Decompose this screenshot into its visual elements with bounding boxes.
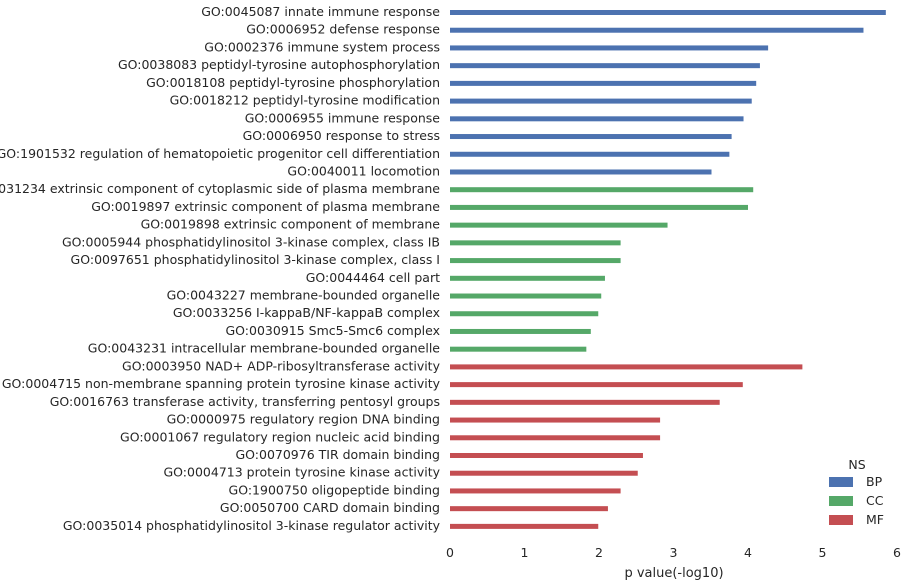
bar: [450, 45, 769, 51]
category-label: GO:0038083 peptidyl-tyrosine autophospho…: [118, 57, 440, 72]
legend-swatch: [829, 496, 853, 506]
category-label: GO:0004715 non-membrane spanning protein…: [2, 376, 441, 391]
bar: [450, 10, 886, 15]
category-label: GO:0040011 locomotion: [287, 163, 440, 178]
bar: [450, 169, 712, 175]
category-label: GO:0016763 transferase activity, transfe…: [50, 394, 440, 409]
bar: [450, 222, 668, 228]
x-tick-label: 0: [446, 545, 454, 560]
category-label: GO:0031234 extrinsic component of cytopl…: [0, 181, 440, 196]
bar: [450, 258, 621, 264]
legend-title: NS: [848, 457, 865, 472]
bar: [450, 488, 621, 494]
x-tick-label: 3: [670, 545, 678, 560]
bar: [450, 275, 605, 281]
category-label: GO:0003950 NAD+ ADP-ribosyltransferase a…: [122, 358, 441, 373]
category-label: GO:0005944 phosphatidylinositol 3-kinase…: [62, 234, 440, 249]
bar: [450, 204, 748, 210]
bar: [450, 417, 661, 423]
bars-group: [450, 10, 886, 529]
legend-label: MF: [866, 512, 884, 527]
bar: [450, 311, 599, 317]
bar: [450, 293, 602, 299]
bar: [450, 506, 608, 512]
category-label: GO:0002376 immune system process: [204, 39, 440, 54]
legend-swatch: [829, 515, 853, 525]
x-tick-label: 2: [595, 545, 603, 560]
category-label: GO:0043227 membrane-bounded organelle: [167, 288, 441, 303]
category-label: GO:0050700 CARD domain binding: [220, 500, 440, 515]
bar: [450, 116, 744, 122]
bar: [450, 364, 803, 370]
bar: [450, 151, 730, 157]
bar: [450, 453, 643, 458]
x-tick-label: 5: [819, 545, 827, 560]
category-label: GO:0004713 protein tyrosine kinase activ…: [164, 465, 441, 480]
category-label: GO:0043231 intracellular membrane-bounde…: [88, 341, 441, 356]
bar: [450, 470, 638, 476]
category-label: GO:0006952 defense response: [246, 22, 440, 37]
category-label: GO:0030915 Smc5-Smc6 complex: [226, 323, 441, 338]
bar: [450, 98, 752, 104]
bar: [450, 80, 757, 86]
category-label: GO:0033256 I-kappaB/NF-kappaB complex: [173, 305, 440, 320]
category-labels: GO:0045087 innate immune response GO:0006…: [0, 4, 441, 533]
legend: NS BP CC MF: [829, 457, 884, 527]
bar: [450, 240, 621, 246]
bar: [450, 523, 599, 529]
category-label: GO:0006955 immune response: [245, 110, 441, 125]
category-label: GO:0001067 regulatory region nucleic aci…: [120, 429, 440, 444]
category-label: GO:1901532 regulation of hematopoietic p…: [0, 146, 440, 161]
x-tick-labels: 0 1 2 3 4 5 6: [446, 545, 901, 560]
category-label: GO:0018108 peptidyl-tyrosine phosphoryla…: [146, 75, 440, 90]
category-label: GO:0000975 regulatory region DNA binding: [167, 412, 440, 427]
bar: [450, 134, 732, 140]
x-axis-label: p value(-log10): [624, 566, 723, 581]
legend-label: CC: [866, 493, 884, 508]
bar: [450, 27, 864, 33]
bar: [450, 346, 587, 352]
category-label: GO:0044464 cell part: [306, 270, 440, 285]
category-label: GO:0070976 TIR domain binding: [235, 447, 440, 462]
category-label: GO:0019898 extrinsic component of membra…: [141, 217, 441, 232]
bar: [450, 382, 743, 388]
x-tick-label: 1: [521, 545, 529, 560]
bar: [450, 399, 720, 405]
x-tick-label: 6: [893, 545, 901, 560]
category-label: GO:0035014 phosphatidylinositol 3-kinase…: [63, 518, 441, 533]
category-label: GO:0019897 extrinsic component of plasma…: [91, 199, 440, 214]
category-label: GO:0018212 peptidyl-tyrosine modificatio…: [170, 93, 440, 108]
category-label: GO:1900750 oligopeptide binding: [229, 482, 440, 497]
category-label: GO:0006950 response to stress: [243, 128, 440, 143]
bar: [450, 187, 754, 193]
legend-label: BP: [866, 474, 883, 489]
bar: [450, 328, 591, 334]
category-label: GO:0045087 innate immune response: [201, 4, 440, 19]
x-tick-label: 4: [744, 545, 752, 560]
legend-swatch: [829, 477, 853, 487]
bar: [450, 63, 760, 69]
bar: [450, 435, 661, 441]
category-label: GO:0097651 phosphatidylinositol 3-kinase…: [71, 252, 440, 267]
